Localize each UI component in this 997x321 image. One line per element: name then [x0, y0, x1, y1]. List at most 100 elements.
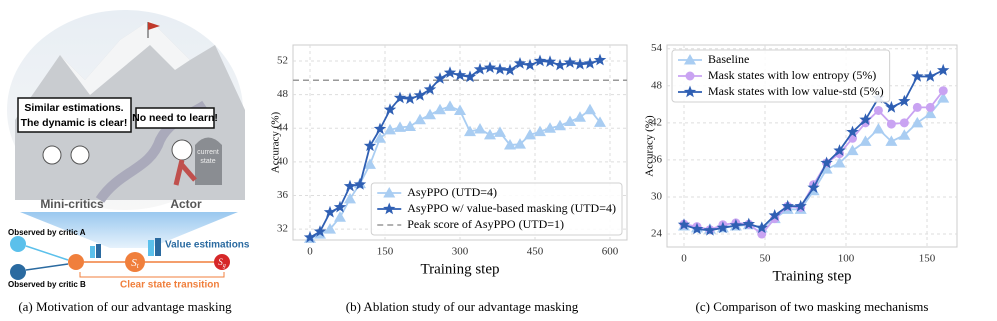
y-tick-label: 42 [651, 116, 662, 128]
y-tick-label: 54 [651, 42, 663, 54]
marker [383, 202, 396, 215]
actor-body [173, 159, 197, 186]
label: Observed by critic B [8, 280, 86, 289]
flag [148, 22, 160, 30]
y-tick-label: 36 [277, 189, 289, 201]
x-axis-label: Training step [420, 261, 499, 277]
marker [574, 111, 586, 122]
arrow [25, 245, 69, 261]
marker [684, 54, 696, 65]
bubble-right [135, 107, 215, 129]
x-tick-label: 150 [919, 253, 936, 265]
marker [820, 156, 833, 169]
marker [463, 70, 477, 83]
label: Observed by critic A [8, 228, 86, 237]
bubble-left [17, 97, 132, 133]
marker [912, 102, 922, 112]
marker [937, 63, 950, 76]
marker [703, 223, 717, 236]
state-node [125, 252, 145, 272]
marker [899, 118, 909, 128]
legend-label: Baseline [708, 52, 749, 66]
x-axis-label: Training step [772, 268, 851, 284]
marker [523, 58, 537, 71]
tombstone-text: current [197, 149, 219, 156]
x-tick-label: 100 [838, 253, 855, 265]
marker [434, 103, 446, 115]
legend: Baseline Mask states with low entropy (5%… [671, 49, 891, 103]
y-tick-label: 36 [651, 153, 663, 165]
marker [303, 231, 317, 243]
bubble-text: No need to learn! [132, 112, 218, 124]
legend-label: Mask states with low entropy (5%) [708, 68, 876, 82]
actor-figure [171, 139, 193, 161]
state-node [10, 236, 26, 252]
series-line [683, 90, 944, 236]
plot-frame [666, 44, 958, 248]
marker [564, 115, 576, 126]
y-axis-label: Accuracy (%) [644, 115, 656, 177]
x-tick-label: 300 [452, 246, 469, 258]
marker [443, 66, 457, 78]
marker [584, 103, 596, 115]
bubble-text: Similar estimations. [24, 102, 123, 114]
state-symbol: S [131, 257, 137, 269]
legend-label: Peak score of AsyPPO (UTD=1) [407, 217, 564, 231]
x-tick-label: 50 [760, 253, 772, 265]
marker [885, 135, 898, 146]
marker [846, 144, 859, 156]
x-tick-label: 0 [681, 253, 687, 265]
marker [483, 61, 497, 73]
marker [313, 225, 327, 237]
value-bar [148, 240, 154, 256]
marker [503, 63, 517, 76]
marker [493, 62, 507, 75]
marker [333, 200, 347, 213]
legend-label: AsyPPO (UTD=4) [407, 185, 497, 199]
label: Clear state transition [120, 280, 219, 291]
label: Mini-critics [40, 197, 104, 211]
marker [716, 221, 730, 234]
marker [685, 71, 695, 81]
marker [924, 70, 937, 82]
state-label: St [131, 257, 140, 270]
marker [533, 54, 547, 67]
marker [872, 123, 885, 134]
state-node [68, 254, 84, 270]
value-bar [155, 238, 161, 256]
marker [323, 205, 337, 218]
marker [563, 56, 577, 68]
marker [404, 120, 416, 132]
series-line [683, 97, 944, 231]
marker [833, 156, 846, 168]
marker [924, 107, 937, 119]
marker [690, 222, 704, 235]
marker [925, 102, 935, 112]
critic-figure [42, 145, 62, 165]
marker [403, 92, 417, 105]
y-axis-label: Accuracy (%) [270, 111, 282, 173]
y-tick-label: 40 [277, 155, 289, 167]
marker [594, 116, 606, 127]
marker [911, 70, 924, 82]
marker [444, 100, 456, 111]
legend-box [671, 49, 891, 103]
marker [729, 218, 742, 231]
marker [383, 103, 397, 115]
marker [513, 57, 527, 69]
marker [454, 104, 466, 116]
marker [543, 55, 557, 68]
caption: (c) Comparison of two masking mechanisms [696, 299, 929, 314]
marker [938, 86, 948, 96]
marker [433, 72, 447, 84]
state-node [10, 264, 26, 280]
marker [464, 125, 476, 137]
marker [742, 217, 755, 230]
marker [374, 132, 386, 143]
marker [677, 218, 691, 230]
legend-label: AsyPPO w/ value-based masking (UTD=4) [407, 201, 616, 215]
marker [781, 199, 794, 212]
marker [424, 108, 436, 120]
marker [413, 88, 427, 101]
marker [898, 94, 911, 107]
